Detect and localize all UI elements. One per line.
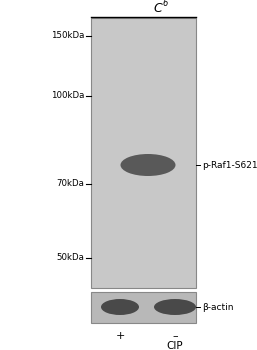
Text: 6: 6	[162, 0, 168, 8]
Text: CIP: CIP	[167, 341, 183, 350]
Text: –: –	[172, 331, 178, 341]
Text: 50kDa: 50kDa	[56, 253, 84, 262]
Text: 150kDa: 150kDa	[51, 32, 84, 41]
Text: 100kDa: 100kDa	[51, 91, 84, 100]
Ellipse shape	[154, 299, 196, 315]
Text: +: +	[115, 331, 125, 341]
Ellipse shape	[121, 154, 176, 176]
Text: β-actin: β-actin	[202, 302, 234, 312]
Bar	[91, 292, 196, 323]
Text: 70kDa: 70kDa	[56, 180, 84, 189]
Bar	[91, 18, 196, 288]
Text: C: C	[154, 1, 162, 14]
Text: p-Raf1-S621: p-Raf1-S621	[202, 161, 257, 169]
Ellipse shape	[101, 299, 139, 315]
